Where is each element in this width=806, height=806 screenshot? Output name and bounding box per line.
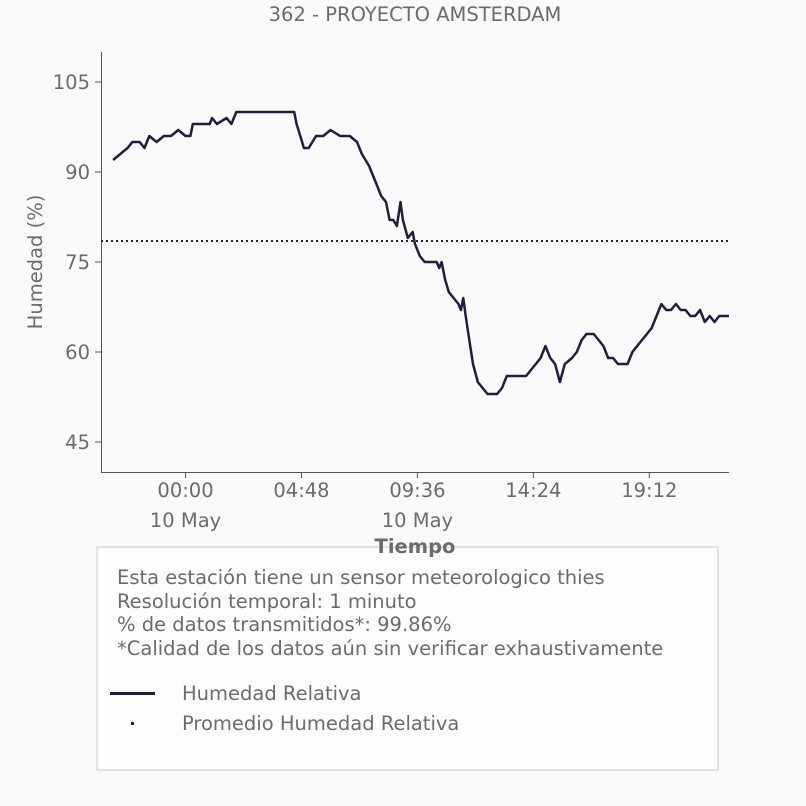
y-tick-label: 90 — [65, 161, 90, 184]
info-lines: Esta estación tiene un sensor meteorolog… — [117, 566, 663, 660]
y-tick-label: 105 — [53, 71, 90, 94]
y-tick-label: 75 — [65, 251, 90, 274]
x-tick-label: 00:00 — [157, 479, 213, 502]
x-ticks: 00:00 10 May 04:48 09:36 10 May 14:24 19:12 — [150, 472, 677, 532]
info-line-transmitted: % de datos transmitidos*: 99.86% — [117, 613, 452, 636]
series-line-humedad — [112, 110, 729, 396]
x-tick-label: 14:24 — [505, 479, 561, 502]
x-tick-label: 19:12 — [621, 479, 677, 502]
legend-item-promedio: Promedio Humedad Relativa — [110, 710, 459, 736]
x-tick-sublabel: 10 May — [150, 509, 221, 532]
legend-item-humedad: Humedad Relativa — [110, 680, 362, 706]
info-line-quality-note: *Calidad de los datos aún sin verificar … — [117, 636, 664, 660]
x-tick-label: 09:36 — [389, 479, 445, 502]
legend-label-humedad: Humedad Relativa — [182, 681, 362, 705]
y-axis-label: Humedad (%) — [24, 195, 47, 330]
y-tick-label: 45 — [65, 431, 90, 454]
legend-swatch-dot — [110, 710, 155, 736]
chart-title: 362 - PROYECTO AMSTERDAM — [269, 3, 562, 26]
x-tick-sublabel: 10 May — [382, 509, 453, 532]
legend-label-promedio: Promedio Humedad Relativa — [182, 711, 460, 735]
x-tick-label: 04:48 — [273, 479, 329, 502]
legend-swatch-solid — [110, 680, 155, 706]
series-layer — [101, 110, 729, 396]
info-box: Esta estación tiene un sensor meteorolog… — [96, 546, 719, 771]
y-ticks: 45 60 75 90 105 — [53, 71, 101, 454]
y-tick-label: 60 — [65, 341, 90, 364]
info-line-resolution: Resolución temporal: 1 minuto — [117, 589, 417, 613]
info-line-sensor: Esta estación tiene un sensor meteorolog… — [117, 566, 605, 589]
